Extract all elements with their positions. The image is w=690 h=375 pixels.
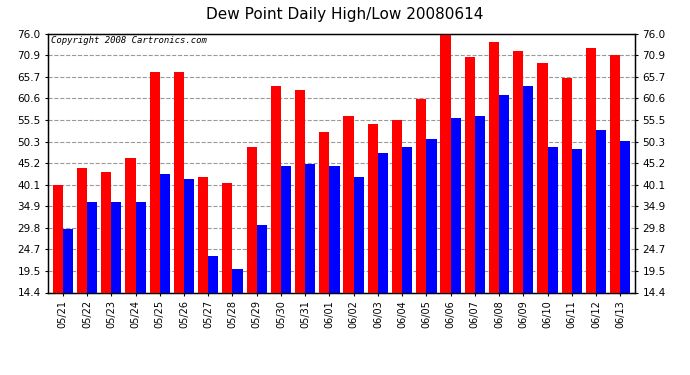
Bar (464, 57, 475, 292)
Bar (270, 86, 281, 292)
Bar (392, 120, 402, 292)
Bar (475, 116, 485, 292)
Bar (101, 172, 111, 292)
Bar (257, 225, 267, 292)
Bar (548, 147, 558, 292)
Bar (620, 141, 631, 292)
Bar (562, 78, 572, 292)
Bar (489, 42, 499, 292)
Bar (538, 63, 548, 292)
Bar (208, 256, 219, 292)
Bar (329, 166, 339, 292)
Bar (319, 132, 329, 292)
Text: Dew Point Daily High/Low 20080614: Dew Point Daily High/Low 20080614 (206, 8, 484, 22)
Bar (111, 202, 121, 292)
Bar (596, 130, 607, 292)
Bar (513, 51, 523, 292)
Bar (126, 158, 135, 292)
Bar (160, 174, 170, 292)
Bar (586, 48, 596, 292)
Bar (77, 168, 87, 292)
Bar (198, 177, 208, 292)
Bar (174, 72, 184, 292)
Text: Copyright 2008 Cartronics.com: Copyright 2008 Cartronics.com (51, 36, 207, 45)
Bar (402, 147, 413, 292)
Bar (222, 183, 233, 292)
Bar (52, 184, 63, 292)
Bar (246, 147, 257, 292)
Bar (295, 90, 305, 292)
Bar (610, 55, 620, 292)
Bar (426, 139, 437, 292)
Bar (354, 177, 364, 292)
Bar (87, 202, 97, 292)
Bar (305, 164, 315, 292)
Bar (184, 178, 194, 292)
Bar (572, 149, 582, 292)
Bar (63, 229, 73, 292)
Bar (150, 72, 160, 292)
Bar (499, 94, 509, 292)
Bar (451, 118, 461, 292)
Bar (233, 269, 243, 292)
Bar (378, 153, 388, 292)
Bar (416, 99, 426, 292)
Bar (344, 116, 354, 292)
Bar (368, 124, 378, 292)
Bar (523, 86, 533, 292)
Bar (281, 166, 291, 292)
Bar (440, 34, 451, 292)
Bar (135, 202, 146, 292)
